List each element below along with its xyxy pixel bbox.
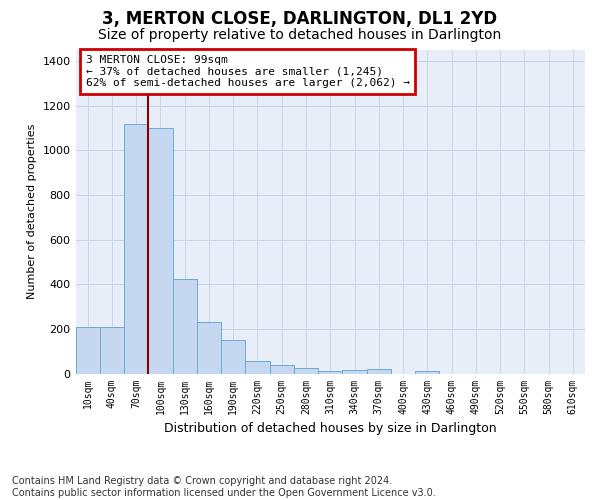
Text: 3 MERTON CLOSE: 99sqm
← 37% of detached houses are smaller (1,245)
62% of semi-d: 3 MERTON CLOSE: 99sqm ← 37% of detached … xyxy=(86,55,410,88)
Bar xyxy=(76,328,100,374)
Bar xyxy=(245,362,269,374)
Bar xyxy=(100,326,124,374)
Bar xyxy=(367,369,391,374)
Text: 3, MERTON CLOSE, DARLINGTON, DL1 2YD: 3, MERTON CLOSE, DARLINGTON, DL1 2YD xyxy=(103,10,497,28)
X-axis label: Distribution of detached houses by size in Darlington: Distribution of detached houses by size … xyxy=(164,422,497,435)
Text: Contains HM Land Registry data © Crown copyright and database right 2024.
Contai: Contains HM Land Registry data © Crown c… xyxy=(12,476,436,498)
Bar xyxy=(221,340,245,374)
Bar xyxy=(173,278,197,374)
Bar xyxy=(269,364,294,374)
Bar xyxy=(148,128,173,374)
Bar xyxy=(294,368,318,374)
Bar xyxy=(415,372,439,374)
Y-axis label: Number of detached properties: Number of detached properties xyxy=(27,124,37,300)
Bar xyxy=(197,322,221,374)
Bar xyxy=(343,370,367,374)
Bar xyxy=(318,372,343,374)
Bar xyxy=(124,124,148,374)
Text: Size of property relative to detached houses in Darlington: Size of property relative to detached ho… xyxy=(98,28,502,42)
